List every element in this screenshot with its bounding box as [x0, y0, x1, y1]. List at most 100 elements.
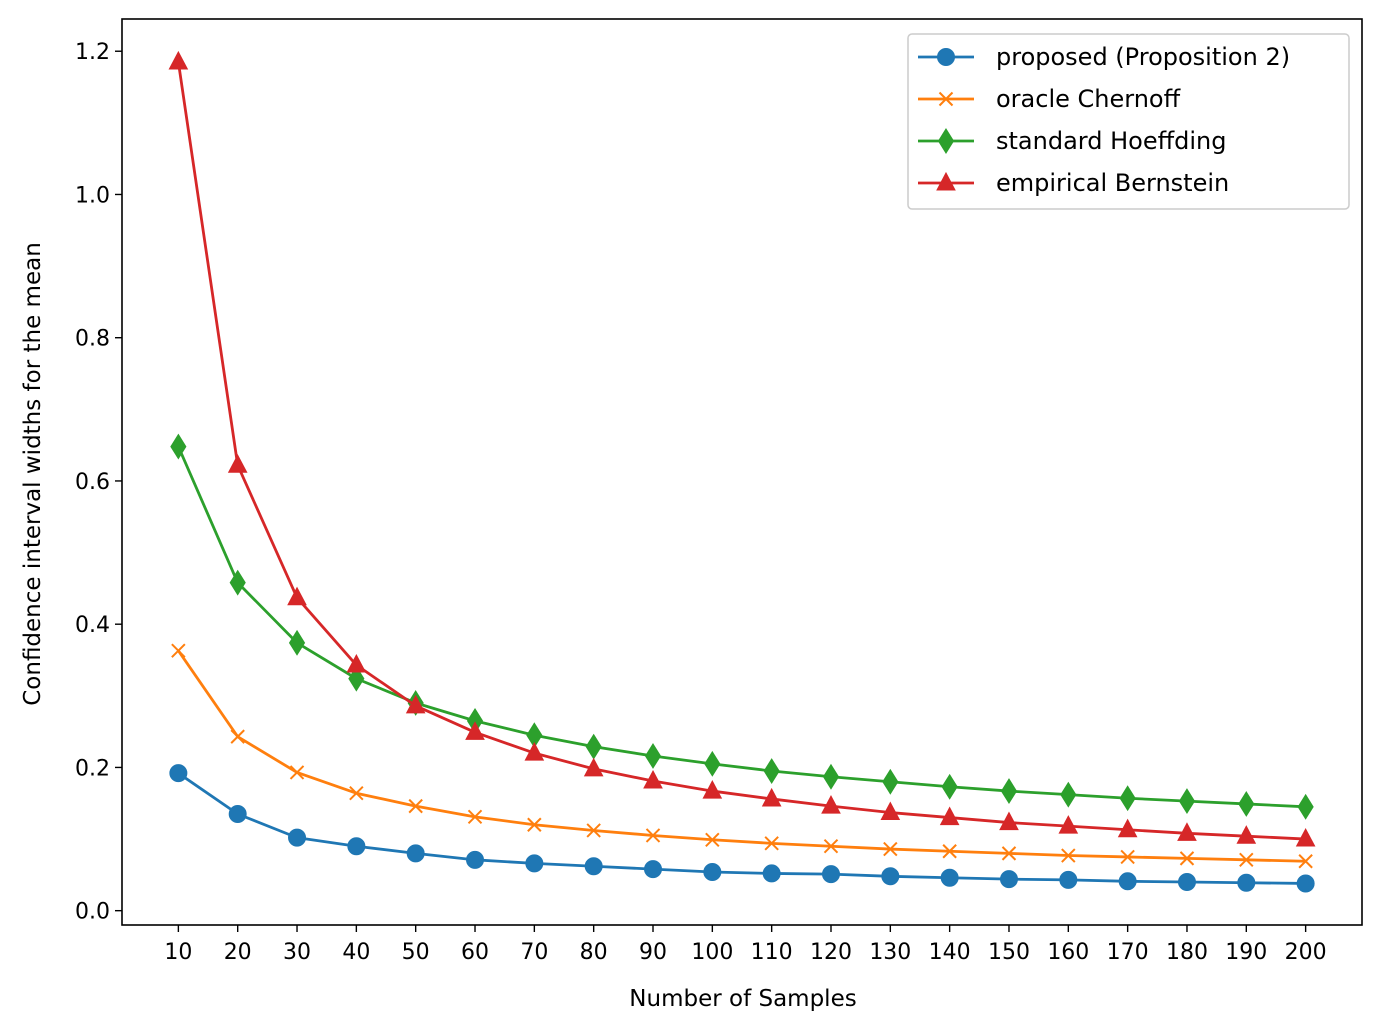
- x-tick-label: 100: [691, 940, 733, 965]
- data-point: [1179, 851, 1195, 866]
- x-tick-label: 80: [580, 940, 608, 965]
- data-point: [289, 765, 305, 780]
- legend-marker: [936, 171, 956, 191]
- data-point: [229, 569, 246, 596]
- x-tick-label: 110: [751, 940, 793, 965]
- x-tick-label: 30: [283, 940, 311, 965]
- series-1: [171, 643, 1313, 869]
- data-point: [939, 806, 960, 826]
- series-layer: [168, 50, 1316, 893]
- data-point: [644, 860, 663, 879]
- legend-label: proposed (Proposition 2): [996, 43, 1290, 71]
- x-tick-label: 170: [1107, 940, 1149, 965]
- data-point: [880, 801, 901, 821]
- data-point: [1117, 818, 1138, 838]
- x-tick-label: 190: [1225, 940, 1267, 965]
- legend-item: oracle Chernoff: [918, 85, 1181, 113]
- data-point: [171, 643, 186, 658]
- data-point: [583, 757, 604, 777]
- data-point: [645, 828, 661, 843]
- data-point: [230, 729, 245, 744]
- data-point: [228, 804, 247, 823]
- y-tick-label: 0.6: [75, 470, 110, 495]
- legend-label: empirical Bernstein: [996, 169, 1229, 197]
- data-point: [999, 870, 1018, 889]
- data-point: [704, 750, 721, 777]
- data-point: [1296, 874, 1315, 893]
- data-point: [408, 798, 423, 814]
- legend-marker: [938, 91, 954, 107]
- data-point: [405, 694, 426, 714]
- data-point: [169, 764, 188, 783]
- series-3: [168, 50, 1316, 847]
- x-axis-label: Number of Samples: [629, 986, 856, 1012]
- y-tick-label: 1.0: [75, 183, 110, 208]
- data-point: [288, 629, 306, 656]
- data-point: [586, 823, 601, 838]
- data-point: [584, 857, 603, 876]
- data-point: [227, 454, 248, 473]
- plot-frame: [121, 18, 1363, 926]
- data-point: [1061, 848, 1076, 863]
- x-tick-label: 180: [1166, 940, 1208, 965]
- data-point: [1119, 785, 1136, 812]
- x-tick-label: 20: [224, 940, 252, 965]
- data-point: [705, 832, 720, 847]
- data-point: [346, 653, 367, 673]
- data-point: [822, 763, 840, 790]
- series-line: [177, 772, 1306, 885]
- y-axis: 0.0 0.2 0.4 0.6 0.8 1.0 1.2: [75, 40, 122, 925]
- data-point: [287, 586, 307, 606]
- y-tick-label: 0.2: [75, 756, 110, 781]
- data-point: [524, 742, 545, 761]
- data-point: [1000, 778, 1018, 805]
- series-0: [169, 764, 1315, 893]
- x-tick-label: 90: [639, 940, 667, 965]
- legend: proposed (Proposition 2) oracle Chernoff s…: [907, 33, 1350, 210]
- data-point: [1237, 873, 1256, 892]
- legend-box: [907, 33, 1350, 210]
- data-point: [882, 768, 899, 795]
- data-point: [406, 844, 425, 863]
- data-point: [1060, 781, 1077, 808]
- legend-label: oracle Chernoff: [996, 85, 1181, 113]
- legend-item: empirical Bernstein: [918, 169, 1229, 197]
- data-point: [999, 811, 1019, 831]
- x-tick-label: 40: [342, 940, 370, 965]
- x-tick-label: 70: [520, 940, 548, 965]
- data-point: [1295, 827, 1316, 847]
- data-point: [644, 743, 662, 769]
- y-tick-label: 0.4: [75, 613, 110, 638]
- x-tick-label: 50: [402, 940, 430, 965]
- data-point: [703, 863, 722, 882]
- y-tick-label: 1.2: [75, 40, 110, 65]
- series-line: [177, 446, 1306, 809]
- data-point: [1236, 825, 1257, 844]
- legend-marker: [937, 128, 955, 154]
- data-point: [821, 795, 841, 814]
- data-point: [288, 828, 307, 847]
- data-point: [1001, 846, 1017, 861]
- x-tick-label: 160: [1047, 940, 1089, 965]
- data-point: [1298, 854, 1313, 869]
- y-axis-label: Confidence interval widths for the mean: [20, 242, 46, 706]
- data-point: [1238, 791, 1255, 817]
- legend-item: standard Hoeffding: [918, 127, 1226, 155]
- data-point: [764, 836, 779, 851]
- data-point: [940, 868, 959, 887]
- data-point: [349, 786, 364, 801]
- data-point: [1178, 788, 1196, 815]
- legend-label: standard Hoeffding: [996, 127, 1226, 155]
- data-point: [823, 839, 839, 854]
- x-tick-label: 140: [929, 940, 971, 965]
- data-point: [1059, 870, 1078, 889]
- data-point: [467, 809, 483, 825]
- data-point: [1297, 793, 1314, 820]
- data-point: [465, 721, 485, 740]
- data-point: [761, 787, 782, 807]
- data-point: [466, 850, 485, 869]
- x-tick-label: 60: [461, 940, 489, 965]
- data-point: [1058, 815, 1079, 834]
